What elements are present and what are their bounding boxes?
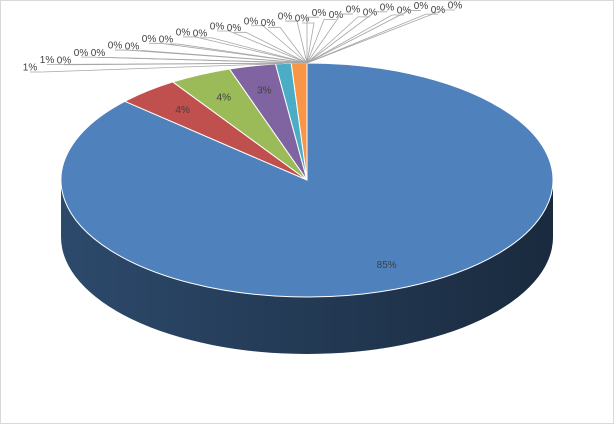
leader-line	[98, 57, 308, 64]
pie-top	[60, 62, 554, 298]
leader-line	[306, 16, 319, 63]
leader-line	[166, 43, 308, 64]
leader-line	[306, 16, 370, 64]
leader-line	[306, 10, 421, 64]
data-label: 0%	[91, 48, 106, 59]
leader-line	[306, 9, 455, 64]
data-label: 0%	[176, 28, 191, 39]
leader-line	[132, 50, 308, 64]
data-label: 0%	[159, 35, 174, 46]
leader-line	[200, 37, 308, 64]
data-label: 0%	[125, 41, 140, 52]
data-label: 0%	[380, 2, 395, 13]
data-label: 0%	[142, 34, 157, 45]
data-label: 0%	[414, 1, 429, 12]
leader-line	[30, 63, 284, 73]
data-label: 0%	[448, 1, 463, 12]
leader-line	[217, 30, 308, 64]
data-label: 0%	[431, 5, 446, 16]
leader-line	[268, 26, 308, 64]
data-label: 0%	[295, 14, 310, 25]
data-label: 0%	[397, 6, 412, 17]
data-label: 1%	[40, 55, 55, 66]
data-label: 0%	[312, 8, 327, 19]
slice	[60, 62, 554, 298]
data-label: 0%	[193, 29, 208, 40]
data-label: 0%	[108, 41, 123, 52]
data-label: 0%	[227, 23, 242, 34]
leader-line	[234, 31, 308, 64]
leader-line	[306, 13, 438, 64]
data-label: 0%	[261, 18, 276, 29]
data-label: 0%	[57, 55, 72, 66]
data-label: 4%	[217, 92, 232, 103]
leader-line	[306, 13, 353, 64]
data-label: 0%	[244, 16, 259, 27]
data-label: 0%	[346, 5, 361, 16]
data-label: 3%	[257, 86, 272, 97]
data-label: 4%	[175, 105, 190, 116]
data-label: 0%	[329, 10, 344, 21]
data-label: 85%	[377, 260, 397, 271]
leader-line	[64, 62, 308, 66]
leader-line	[302, 22, 315, 64]
leader-line	[183, 36, 308, 64]
data-label: 0%	[74, 48, 89, 59]
leader-line	[306, 19, 336, 64]
leader-line	[149, 42, 308, 64]
data-label: 0%	[363, 7, 378, 18]
data-labels: 85%4%4%3%1%1% 0%0% 0%0% 0%0% 0%0% 0%0% 0%0% 0%0…	[23, 1, 463, 272]
leader-line	[285, 20, 308, 64]
data-label: 0%	[210, 22, 225, 33]
pie-sides	[61, 180, 553, 354]
data-label: 1%	[23, 63, 38, 74]
data-label: 0%	[278, 12, 293, 23]
side-shade	[61, 180, 553, 354]
leader-line	[306, 11, 387, 64]
leader-line	[251, 25, 308, 64]
